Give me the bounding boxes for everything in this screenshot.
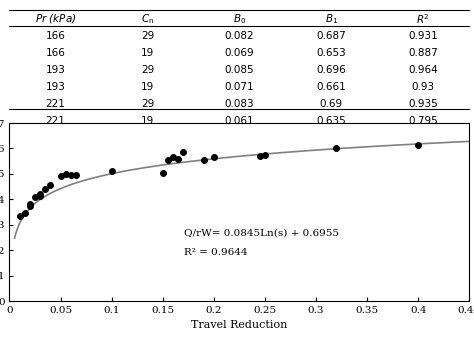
Point <box>46 183 54 188</box>
Point <box>31 194 39 200</box>
Point <box>57 174 64 179</box>
Point <box>36 191 44 197</box>
Point <box>108 169 116 174</box>
Point <box>174 156 182 162</box>
Point <box>164 157 172 163</box>
Point <box>179 149 187 155</box>
Point <box>41 186 49 192</box>
Point <box>333 146 340 151</box>
X-axis label: Travel Reduction: Travel Reduction <box>191 320 288 330</box>
Point <box>26 202 34 207</box>
Point <box>62 171 70 177</box>
Point <box>159 170 166 175</box>
Point <box>210 155 218 160</box>
Point <box>200 157 208 163</box>
Point <box>261 152 269 158</box>
Point <box>67 172 74 178</box>
Point <box>256 153 264 159</box>
Point <box>26 203 34 208</box>
Text: Q/rW= 0.0845Ln(s) + 0.6955: Q/rW= 0.0845Ln(s) + 0.6955 <box>184 229 339 238</box>
Point <box>21 211 28 216</box>
Point <box>16 213 24 219</box>
Point <box>36 193 44 198</box>
Point <box>414 142 422 147</box>
Point <box>72 172 80 178</box>
Point <box>169 155 177 160</box>
Text: R² = 0.9644: R² = 0.9644 <box>184 248 248 257</box>
